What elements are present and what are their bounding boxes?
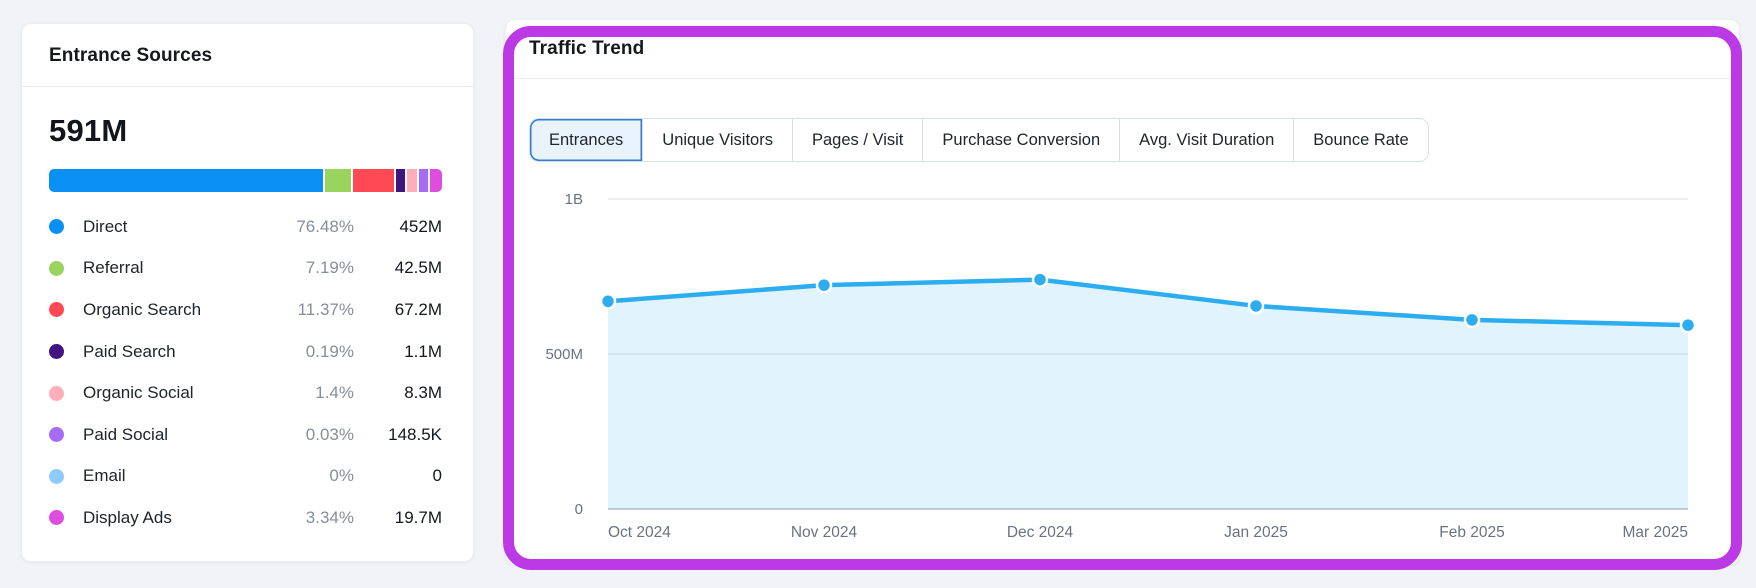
- legend-value: 148.5K: [388, 424, 442, 444]
- legend-percent: 0.19%: [305, 341, 354, 361]
- legend-value: 0: [432, 466, 442, 486]
- data-point-mar-2025[interactable]: [1679, 316, 1697, 334]
- tab-pages-visit[interactable]: Pages / Visit: [792, 119, 924, 161]
- legend-dot-display-ads: [49, 510, 64, 526]
- entrances-area-fill: [608, 279, 1688, 509]
- entrance-sources-stacked-bar: [49, 169, 442, 192]
- data-point-dec-2024[interactable]: [1031, 271, 1049, 288]
- entrance-sources-title: Entrance Sources: [49, 45, 213, 66]
- legend-dot-direct: [49, 219, 64, 235]
- entrance-sources-header: Entrance Sources: [22, 24, 473, 87]
- legend-percent: 0.03%: [305, 424, 354, 444]
- legend-item-organic-search[interactable]: Organic Search 11.37% 67.2M: [49, 289, 442, 331]
- legend-label: Direct: [83, 216, 128, 236]
- y-axis-label-500m: 500M: [545, 346, 583, 363]
- metric-tabs: Entrances Unique Visitors Pages / Visit Pur…: [529, 118, 1429, 162]
- legend-label: Paid Social: [83, 424, 169, 444]
- y-axis-label-1b: 1B: [565, 191, 583, 208]
- legend-item-paid-search[interactable]: Paid Search 0.19% 1.1M: [49, 331, 442, 373]
- x-axis-label-dec-2024: Dec 2024: [1007, 524, 1074, 541]
- data-point-jan-2025[interactable]: [1247, 297, 1265, 315]
- legend-label: Email: [83, 466, 126, 486]
- x-axis-label-nov-2024: Nov 2024: [791, 524, 858, 541]
- bar-segment-direct: [49, 169, 324, 192]
- tab-bounce-rate[interactable]: Bounce Rate: [1294, 119, 1428, 161]
- bar-segment-paid-social: [418, 169, 428, 192]
- traffic-trend-card: Traffic Trend Entrances Unique Visitors Pa…: [505, 19, 1740, 565]
- legend-item-paid-social[interactable]: Paid Social 0.03% 148.5K: [49, 414, 442, 456]
- legend-item-display-ads[interactable]: Display Ads 3.34% 19.7M: [49, 497, 442, 539]
- legend-value: 42.5M: [394, 258, 442, 278]
- legend-value: 1.1M: [404, 341, 442, 361]
- bar-segment-referral: [325, 169, 352, 192]
- legend-value: 452M: [399, 216, 442, 236]
- legend-dot-organic-search: [49, 302, 64, 318]
- x-axis-label-oct-2024: Oct 2024: [608, 524, 671, 541]
- traffic-trend-chart: 0 500M 1B Oct 2024 Nov 2024 Dec 2024 Jan 2025 F…: [545, 191, 1697, 541]
- legend-item-referral[interactable]: Referral 7.19% 42.5M: [49, 248, 442, 290]
- legend-percent: 3.34%: [305, 507, 354, 527]
- legend-percent: 76.48%: [296, 216, 354, 236]
- legend-item-email[interactable]: Email 0% 0: [49, 456, 442, 498]
- tab-purchase-conversion[interactable]: Purchase Conversion: [923, 119, 1121, 161]
- x-axis-label-mar-2025: Mar 2025: [1623, 524, 1688, 541]
- entrance-sources-legend: Direct 76.48% 452M Referral 7.19% 42.5M Organi…: [49, 206, 442, 539]
- legend-percent: 1.4%: [315, 383, 354, 403]
- legend-dot-email: [49, 468, 64, 484]
- legend-dot-organic-social: [49, 385, 64, 401]
- x-axis-label-feb-2025: Feb 2025: [1439, 524, 1505, 541]
- legend-value: 67.2M: [394, 299, 442, 319]
- legend-label: Referral: [83, 258, 144, 278]
- legend-item-direct[interactable]: Direct 76.48% 452M: [49, 206, 442, 248]
- tab-unique-visitors[interactable]: Unique Visitors: [643, 119, 793, 161]
- data-point-oct-2024[interactable]: [599, 293, 617, 310]
- tab-entrances[interactable]: Entrances: [530, 119, 644, 161]
- legend-dot-paid-search: [49, 344, 64, 360]
- legend-label: Organic Search: [83, 299, 202, 319]
- x-axis-label-jan-2025: Jan 2025: [1224, 524, 1288, 541]
- legend-item-organic-social[interactable]: Organic Social 1.4% 8.3M: [49, 372, 442, 414]
- tab-avg-visit-duration[interactable]: Avg. Visit Duration: [1120, 119, 1295, 161]
- legend-label: Display Ads: [83, 507, 172, 527]
- entrance-sources-card: Entrance Sources 591M Direct 76.48% 452M Re…: [21, 23, 474, 562]
- entrance-sources-body: 591M Direct 76.48% 452M Referral 7.19% 42.5M O…: [22, 87, 473, 539]
- legend-dot-referral: [49, 260, 64, 276]
- data-point-nov-2024[interactable]: [815, 276, 833, 294]
- traffic-trend-title: Traffic Trend: [529, 38, 645, 59]
- legend-percent: 11.37%: [297, 299, 354, 319]
- legend-label: Paid Search: [83, 341, 176, 361]
- legend-label: Organic Social: [83, 383, 194, 403]
- legend-dot-paid-social: [49, 427, 64, 443]
- bar-segment-organic-social: [407, 169, 417, 192]
- legend-percent: 7.19%: [305, 258, 354, 278]
- entrances-line: [605, 277, 1691, 328]
- bar-segment-organic-search: [353, 169, 395, 192]
- bar-segment-display-ads: [430, 169, 442, 192]
- legend-value: 19.7M: [394, 507, 442, 527]
- total-entrances-value: 591M: [49, 113, 128, 148]
- legend-percent: 0%: [329, 466, 354, 486]
- legend-value: 8.3M: [404, 383, 442, 403]
- data-point-feb-2025[interactable]: [1463, 311, 1481, 329]
- y-axis-label-0: 0: [575, 501, 583, 518]
- bar-segment-paid-search: [396, 169, 406, 192]
- traffic-trend-header: Traffic Trend: [506, 20, 1739, 79]
